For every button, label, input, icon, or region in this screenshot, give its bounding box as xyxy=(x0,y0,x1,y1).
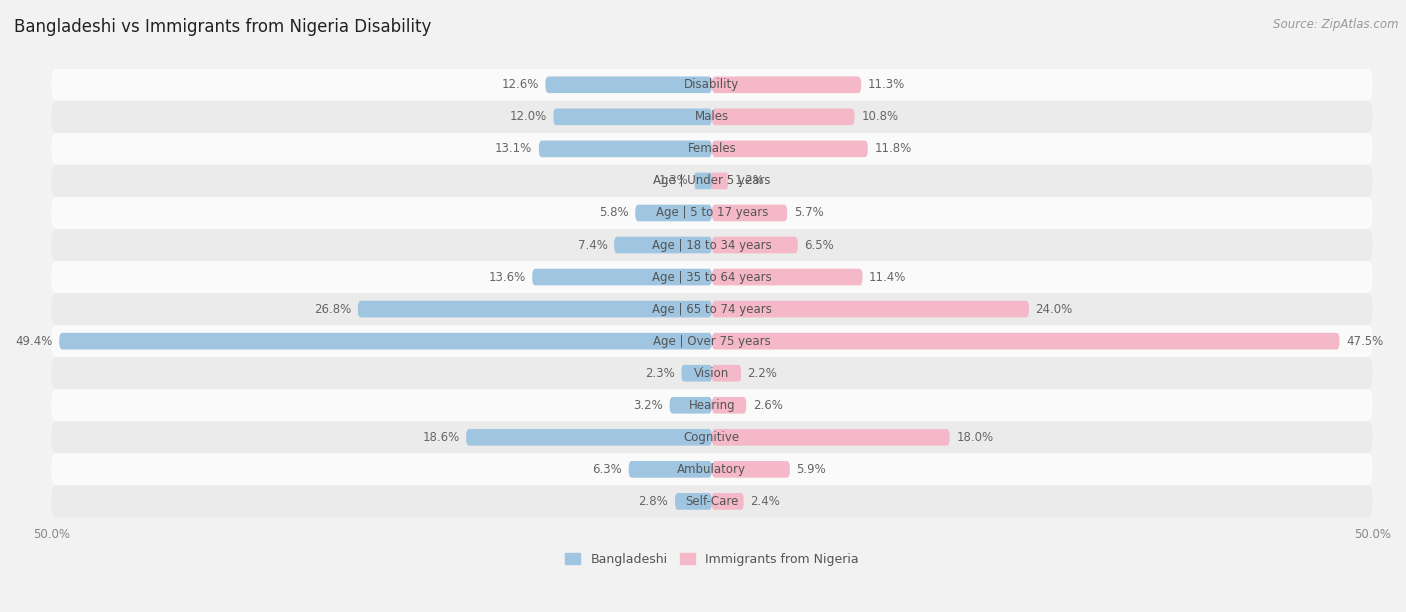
Text: Bangladeshi vs Immigrants from Nigeria Disability: Bangladeshi vs Immigrants from Nigeria D… xyxy=(14,18,432,36)
FancyBboxPatch shape xyxy=(51,101,1372,133)
Text: 18.0%: 18.0% xyxy=(956,431,994,444)
Text: Age | 5 to 17 years: Age | 5 to 17 years xyxy=(655,206,768,220)
FancyBboxPatch shape xyxy=(51,357,1372,389)
Text: 2.4%: 2.4% xyxy=(751,495,780,508)
FancyBboxPatch shape xyxy=(357,300,711,318)
Text: 5.9%: 5.9% xyxy=(796,463,827,476)
Text: Vision: Vision xyxy=(695,367,730,379)
FancyBboxPatch shape xyxy=(695,173,711,189)
FancyBboxPatch shape xyxy=(51,229,1372,261)
Text: 2.8%: 2.8% xyxy=(638,495,668,508)
FancyBboxPatch shape xyxy=(51,453,1372,485)
FancyBboxPatch shape xyxy=(711,461,790,478)
FancyBboxPatch shape xyxy=(51,197,1372,229)
Text: 11.8%: 11.8% xyxy=(875,143,911,155)
Text: 12.0%: 12.0% xyxy=(509,110,547,124)
Text: 47.5%: 47.5% xyxy=(1346,335,1384,348)
FancyBboxPatch shape xyxy=(467,429,711,446)
FancyBboxPatch shape xyxy=(682,365,711,381)
FancyBboxPatch shape xyxy=(711,237,797,253)
Text: 1.3%: 1.3% xyxy=(658,174,688,187)
FancyBboxPatch shape xyxy=(711,269,862,285)
Text: 3.2%: 3.2% xyxy=(633,399,664,412)
Text: Cognitive: Cognitive xyxy=(683,431,740,444)
Text: 2.3%: 2.3% xyxy=(645,367,675,379)
Text: 5.8%: 5.8% xyxy=(599,206,628,220)
FancyBboxPatch shape xyxy=(546,76,711,93)
Legend: Bangladeshi, Immigrants from Nigeria: Bangladeshi, Immigrants from Nigeria xyxy=(560,548,863,571)
FancyBboxPatch shape xyxy=(51,325,1372,357)
Text: 11.3%: 11.3% xyxy=(868,78,905,91)
Text: 18.6%: 18.6% xyxy=(422,431,460,444)
FancyBboxPatch shape xyxy=(711,429,949,446)
Text: Age | 35 to 64 years: Age | 35 to 64 years xyxy=(652,271,772,283)
Text: 11.4%: 11.4% xyxy=(869,271,907,283)
Text: 2.2%: 2.2% xyxy=(748,367,778,379)
FancyBboxPatch shape xyxy=(554,108,711,125)
Text: Age | Over 75 years: Age | Over 75 years xyxy=(652,335,770,348)
Text: Age | 18 to 34 years: Age | 18 to 34 years xyxy=(652,239,772,252)
FancyBboxPatch shape xyxy=(51,261,1372,293)
Text: 6.3%: 6.3% xyxy=(592,463,621,476)
Text: 49.4%: 49.4% xyxy=(15,335,52,348)
Text: 13.1%: 13.1% xyxy=(495,143,533,155)
FancyBboxPatch shape xyxy=(669,397,711,414)
Text: Self-Care: Self-Care xyxy=(685,495,738,508)
FancyBboxPatch shape xyxy=(711,76,862,93)
Text: Ambulatory: Ambulatory xyxy=(678,463,747,476)
FancyBboxPatch shape xyxy=(51,421,1372,453)
FancyBboxPatch shape xyxy=(538,141,711,157)
Text: 26.8%: 26.8% xyxy=(314,302,352,316)
Text: 1.2%: 1.2% xyxy=(734,174,765,187)
FancyBboxPatch shape xyxy=(51,293,1372,325)
FancyBboxPatch shape xyxy=(533,269,711,285)
Text: 6.5%: 6.5% xyxy=(804,239,834,252)
Text: 2.6%: 2.6% xyxy=(752,399,783,412)
FancyBboxPatch shape xyxy=(628,461,711,478)
FancyBboxPatch shape xyxy=(51,165,1372,197)
Text: 13.6%: 13.6% xyxy=(488,271,526,283)
Text: Males: Males xyxy=(695,110,728,124)
Text: Disability: Disability xyxy=(685,78,740,91)
Text: 5.7%: 5.7% xyxy=(794,206,824,220)
FancyBboxPatch shape xyxy=(711,141,868,157)
FancyBboxPatch shape xyxy=(711,108,855,125)
Text: Age | 65 to 74 years: Age | 65 to 74 years xyxy=(652,302,772,316)
Text: 7.4%: 7.4% xyxy=(578,239,607,252)
Text: Source: ZipAtlas.com: Source: ZipAtlas.com xyxy=(1274,18,1399,31)
FancyBboxPatch shape xyxy=(51,133,1372,165)
Text: Females: Females xyxy=(688,143,737,155)
FancyBboxPatch shape xyxy=(59,333,711,349)
FancyBboxPatch shape xyxy=(711,493,744,510)
Text: 24.0%: 24.0% xyxy=(1036,302,1073,316)
FancyBboxPatch shape xyxy=(614,237,711,253)
Text: 12.6%: 12.6% xyxy=(502,78,538,91)
FancyBboxPatch shape xyxy=(51,389,1372,421)
FancyBboxPatch shape xyxy=(51,69,1372,101)
FancyBboxPatch shape xyxy=(711,204,787,222)
FancyBboxPatch shape xyxy=(636,204,711,222)
FancyBboxPatch shape xyxy=(711,365,741,381)
FancyBboxPatch shape xyxy=(711,333,1340,349)
FancyBboxPatch shape xyxy=(711,397,747,414)
FancyBboxPatch shape xyxy=(675,493,711,510)
FancyBboxPatch shape xyxy=(711,173,728,189)
Text: 10.8%: 10.8% xyxy=(862,110,898,124)
Text: Age | Under 5 years: Age | Under 5 years xyxy=(654,174,770,187)
FancyBboxPatch shape xyxy=(711,300,1029,318)
FancyBboxPatch shape xyxy=(51,485,1372,517)
Text: Hearing: Hearing xyxy=(689,399,735,412)
